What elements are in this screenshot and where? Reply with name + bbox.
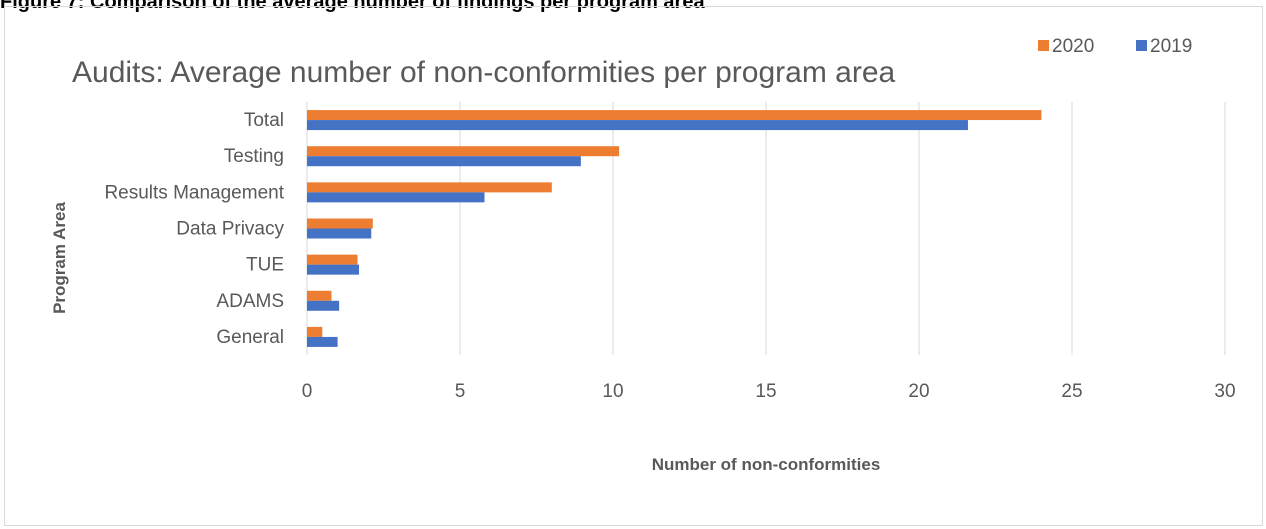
bar-2019-adams (307, 300, 340, 311)
category-label: Total (244, 110, 284, 131)
y-axis-title: Program Area (50, 202, 69, 314)
x-tick-label: 20 (908, 381, 929, 402)
x-tick-label: 30 (1214, 381, 1235, 402)
category-label: ADAMS (216, 291, 284, 312)
x-axis-title: Number of non-conformities (652, 455, 881, 474)
bar-2019-tue (307, 264, 360, 275)
bar-2020-testing (307, 146, 620, 157)
x-tick-label: 25 (1061, 381, 1082, 402)
x-tick-label: 10 (602, 381, 623, 402)
bar-2019-data-privacy (307, 228, 372, 239)
chart-title: Audits: Average number of non-conformiti… (72, 56, 896, 89)
bar-2020-results-management (307, 182, 552, 193)
bar-2020-total (307, 110, 1042, 121)
category-label: General (216, 327, 284, 348)
legend-swatch-2020 (1038, 40, 1049, 51)
category-label: Data Privacy (176, 219, 284, 240)
x-tick-label: 0 (302, 381, 313, 402)
x-tick-label: 15 (755, 381, 776, 402)
gridlines (306, 102, 1226, 355)
bar-2020-general (307, 326, 323, 337)
legend-swatch-2019 (1136, 40, 1147, 51)
x-tick-label: 5 (455, 381, 466, 402)
category-label: TUE (246, 255, 284, 276)
legend-label: 2020 (1052, 36, 1094, 57)
bars (307, 110, 1042, 347)
legend-label: 2019 (1150, 36, 1192, 57)
category-label: Results Management (104, 182, 284, 203)
category-label: Testing (224, 146, 284, 167)
chart-frame (4, 6, 1263, 526)
bar-2019-general (307, 336, 338, 347)
bar-2020-adams (307, 290, 332, 301)
bar-2019-testing (307, 156, 581, 167)
bar-2019-total (307, 120, 968, 131)
bar-2020-tue (307, 254, 358, 265)
legend: 2020 2019 (1038, 36, 1192, 57)
bar-2019-results-management (307, 192, 485, 203)
category-labels: Total Testing Results Management Data Priva… (104, 110, 284, 348)
bar-2020-data-privacy (307, 218, 373, 229)
tick-labels: 0 5 10 15 20 25 30 (302, 381, 1236, 402)
